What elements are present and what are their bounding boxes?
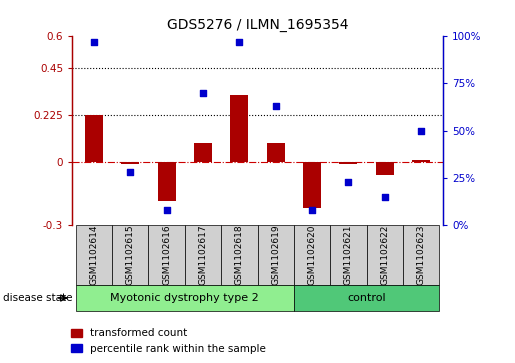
Bar [412, 160, 430, 162]
Point [90, 39, 98, 45]
Point [163, 207, 171, 213]
Bar [303, 162, 321, 208]
Text: GSM1102617: GSM1102617 [198, 225, 208, 285]
Text: Myotonic dystrophy type 2: Myotonic dystrophy type 2 [110, 293, 259, 303]
Bar [158, 162, 176, 201]
Text: disease state: disease state [3, 293, 72, 303]
Bar [258, 225, 294, 285]
Bar [294, 285, 439, 311]
Bar [375, 162, 394, 175]
Point [271, 103, 280, 109]
Text: GSM1102623: GSM1102623 [417, 225, 425, 285]
Bar [230, 95, 248, 162]
Text: GSM1102620: GSM1102620 [307, 225, 317, 285]
Text: GSM1102622: GSM1102622 [380, 225, 389, 285]
Legend: transformed count, percentile rank within the sample: transformed count, percentile rank withi… [67, 324, 270, 358]
Text: control: control [347, 293, 386, 303]
Bar [339, 162, 357, 164]
Text: GSM1102618: GSM1102618 [235, 225, 244, 285]
Text: GSM1102615: GSM1102615 [126, 225, 135, 285]
Bar [85, 115, 103, 162]
Bar [367, 225, 403, 285]
Text: GSM1102616: GSM1102616 [162, 225, 171, 285]
Point [381, 194, 389, 200]
Bar [267, 143, 285, 162]
Title: GDS5276 / ILMN_1695354: GDS5276 / ILMN_1695354 [167, 19, 348, 33]
Point [199, 90, 207, 96]
Bar [76, 285, 294, 311]
Point [344, 179, 352, 184]
Text: GSM1102621: GSM1102621 [344, 225, 353, 285]
Bar [194, 143, 212, 162]
Point [235, 39, 244, 45]
Bar [121, 162, 140, 164]
Bar [148, 225, 185, 285]
Point [308, 207, 316, 213]
Bar [185, 225, 221, 285]
Point [126, 169, 134, 175]
Bar [112, 225, 148, 285]
Bar [76, 225, 112, 285]
Bar [221, 225, 258, 285]
Point [417, 128, 425, 134]
Bar [294, 225, 330, 285]
Bar [330, 225, 367, 285]
Text: GSM1102614: GSM1102614 [90, 225, 98, 285]
Text: GSM1102619: GSM1102619 [271, 225, 280, 285]
Bar [403, 225, 439, 285]
